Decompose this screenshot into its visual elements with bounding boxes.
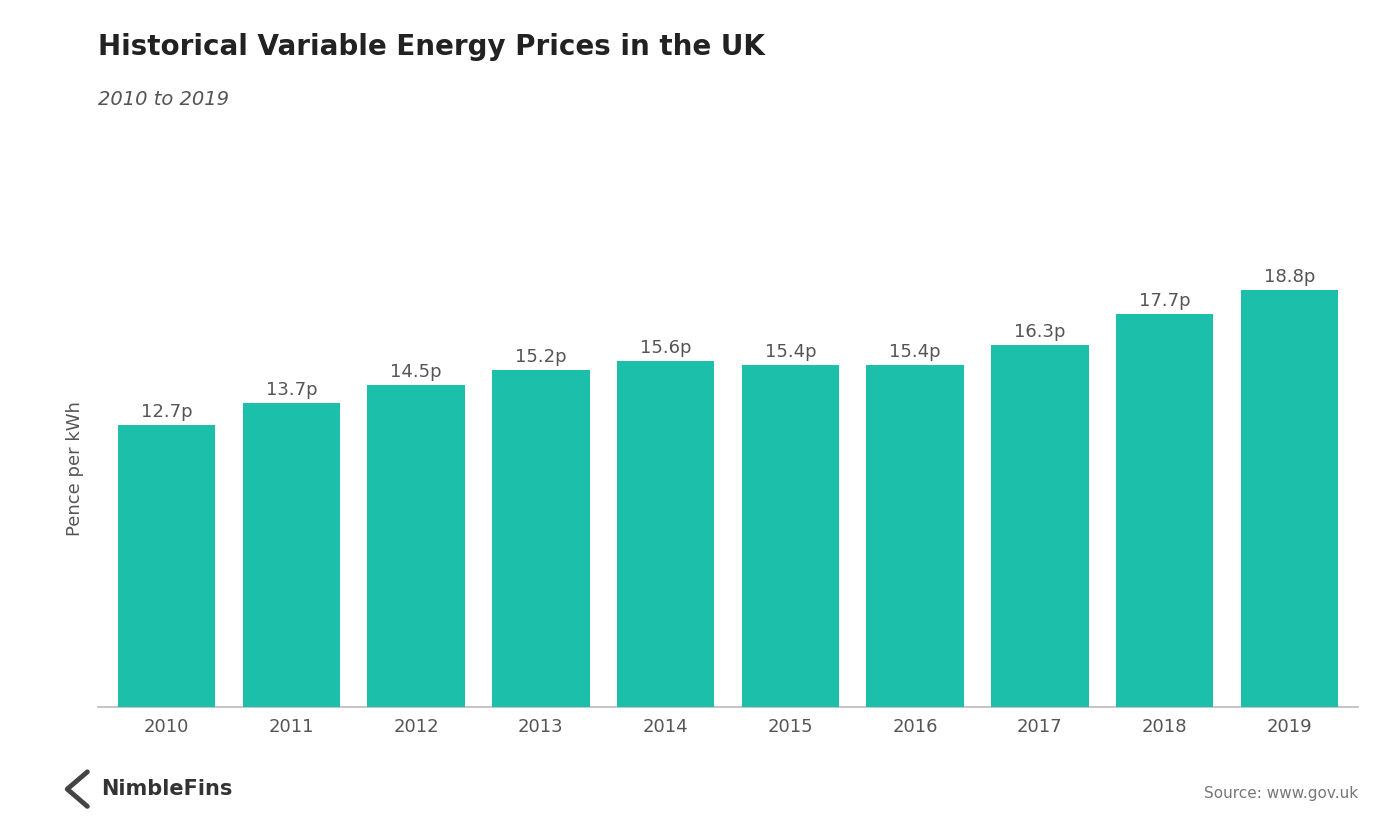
Bar: [242, 403, 340, 707]
Text: 2010 to 2019: 2010 to 2019: [98, 90, 230, 109]
Text: 15.4p: 15.4p: [889, 344, 941, 362]
Text: Historical Variable Energy Prices in the UK: Historical Variable Energy Prices in the…: [98, 33, 764, 61]
Text: 13.7p: 13.7p: [266, 381, 318, 399]
Text: NimbleFins: NimbleFins: [101, 779, 232, 799]
Text: 12.7p: 12.7p: [141, 404, 192, 422]
Text: 16.3p: 16.3p: [1014, 324, 1065, 341]
Bar: [118, 425, 216, 707]
Text: 14.5p: 14.5p: [391, 363, 442, 381]
Text: 17.7p: 17.7p: [1138, 293, 1190, 311]
Bar: [1116, 315, 1214, 707]
Text: Source: www.gov.uk: Source: www.gov.uk: [1204, 787, 1358, 801]
Bar: [742, 366, 839, 707]
Text: 15.6p: 15.6p: [640, 339, 692, 357]
Bar: [493, 370, 589, 707]
Bar: [367, 386, 465, 707]
Bar: [867, 366, 963, 707]
Text: 18.8p: 18.8p: [1264, 268, 1315, 286]
Y-axis label: Pence per kWh: Pence per kWh: [66, 401, 84, 536]
Bar: [1240, 290, 1338, 707]
Bar: [617, 361, 714, 707]
Bar: [991, 345, 1089, 707]
Text: 15.4p: 15.4p: [764, 344, 816, 362]
Text: 15.2p: 15.2p: [515, 348, 567, 366]
